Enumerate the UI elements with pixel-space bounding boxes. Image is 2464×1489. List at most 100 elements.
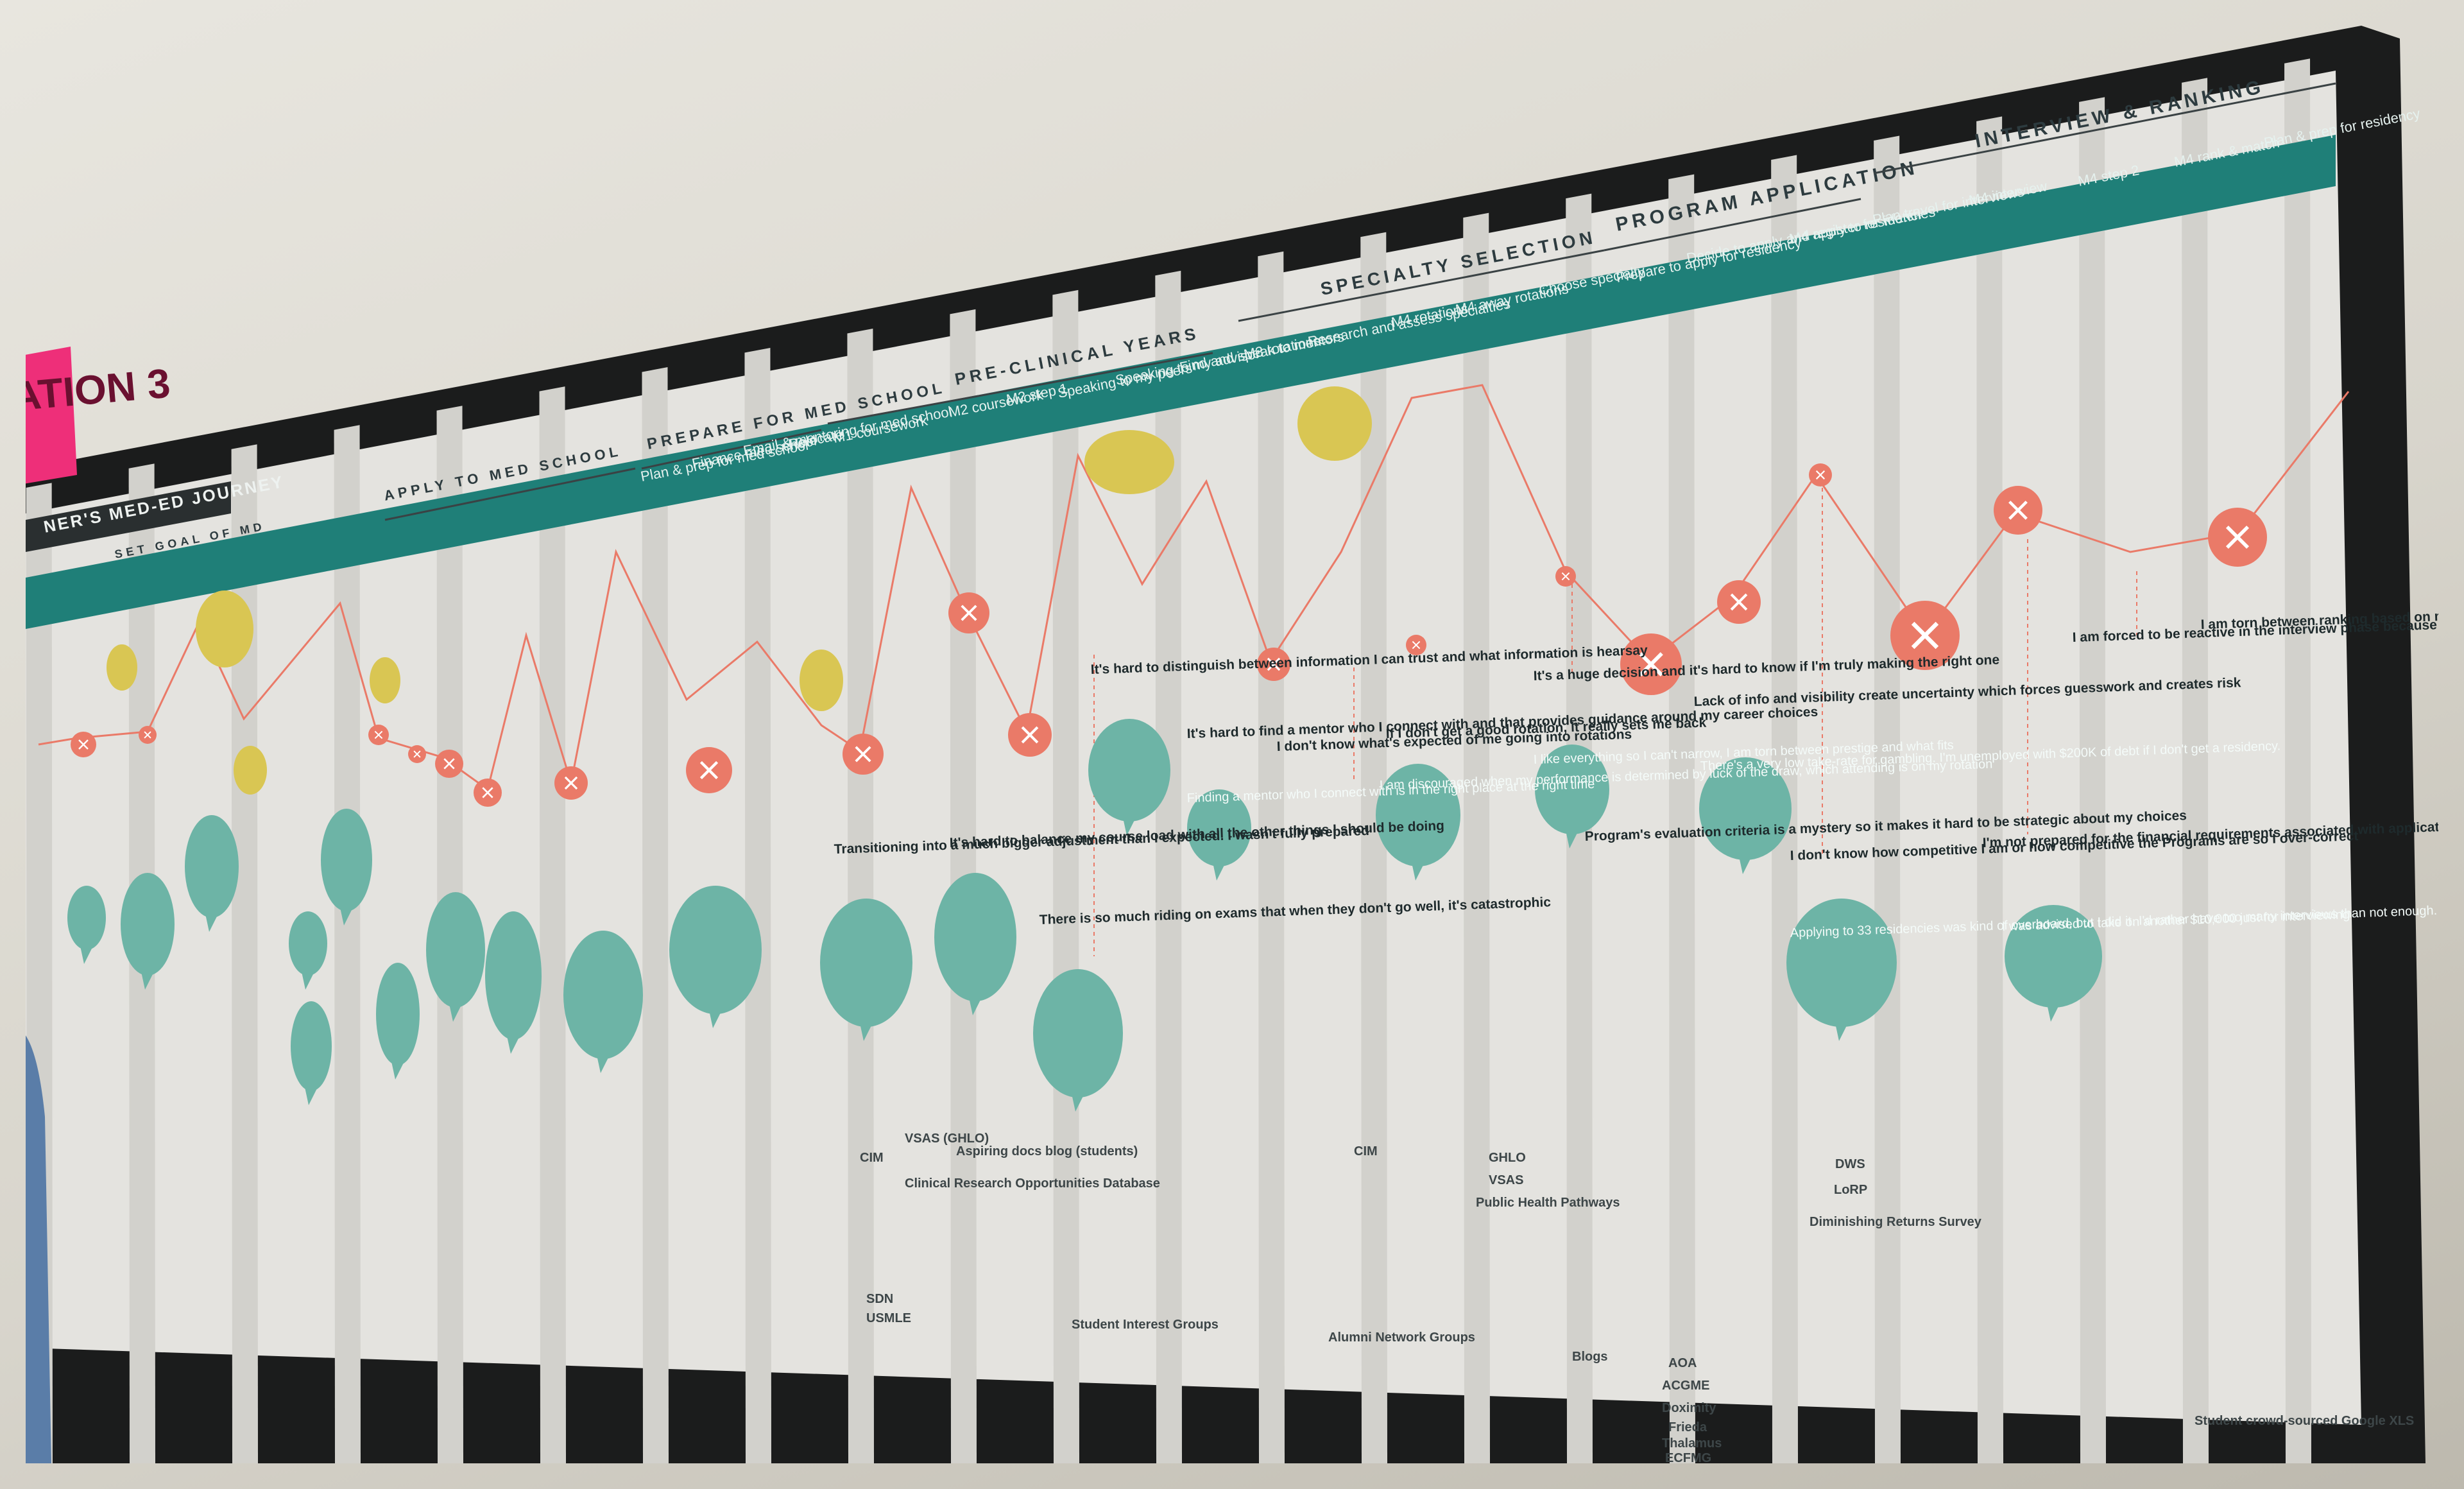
speech-bubble (1088, 719, 1170, 822)
resource-vsas: VSAS (1489, 1173, 1523, 1187)
speech-bubble-tail (205, 914, 218, 932)
speech-bubble (289, 911, 327, 976)
close-icon (374, 730, 383, 739)
resource-public-health: Public Health Pathways (1476, 1196, 1620, 1210)
close-icon (413, 750, 421, 758)
column-stripe (1874, 51, 1901, 1463)
yellow-bubble (1084, 430, 1174, 494)
speech-bubble (1376, 764, 1460, 866)
resource-thalamus: Thalamus (1662, 1436, 1722, 1450)
column-stripe (1668, 51, 1695, 1463)
speech-bubble-tail (860, 1023, 873, 1041)
column-stripe (2079, 51, 2106, 1463)
speech-bubble-tail (1412, 863, 1425, 881)
column-stripe (1771, 51, 1798, 1463)
speech-bubble-tail (80, 946, 93, 964)
speech-bubble-tail (305, 1087, 318, 1105)
column-stripe (1566, 51, 1593, 1463)
resource-aoa: AOA (1668, 1356, 1697, 1370)
journey-line (38, 384, 2350, 956)
resource-sdn: SDN (866, 1292, 893, 1306)
close-icon (1911, 621, 1939, 650)
teal-bubbles (67, 719, 2102, 1112)
yellow-bubble (234, 746, 267, 795)
speech-bubble (1786, 899, 1897, 1027)
close-icon (1639, 652, 1663, 676)
speech-bubble (669, 886, 762, 1014)
column-stripe (231, 51, 258, 1463)
speech-bubble (563, 931, 643, 1059)
close-icon (1021, 726, 1039, 744)
close-icon (564, 776, 578, 790)
speech-bubble (485, 911, 542, 1040)
close-icon (855, 746, 871, 762)
resource-doximity: Doximity (1662, 1401, 1716, 1415)
yellow-bubble (800, 650, 843, 711)
column-stripe (2284, 51, 2311, 1463)
close-icon (482, 787, 493, 798)
speech-bubble-tail (141, 972, 154, 990)
resource-acgme: ACGME (1662, 1379, 1709, 1393)
speech-bubble-tail (1123, 818, 1136, 836)
speech-bubble-tail (1739, 856, 1752, 874)
resource-ecfmg: ECFMG (1665, 1451, 1711, 1463)
column-stripe (334, 51, 361, 1463)
close-icon (1267, 657, 1281, 671)
speech-bubble (1033, 969, 1123, 1097)
close-icon (961, 605, 977, 621)
resource-aspiring-docs: Aspiring docs blog (students) (956, 1144, 1138, 1158)
yellow-bubble (1297, 386, 1372, 461)
person-arm (26, 1035, 51, 1463)
speech-bubble-tail (507, 1036, 520, 1054)
speech-bubble-tail (1566, 831, 1579, 848)
column-stripe (1976, 51, 2003, 1463)
speech-bubble-tail (597, 1055, 610, 1073)
column-stripe (539, 51, 566, 1463)
speech-bubble-tail (1072, 1094, 1084, 1112)
speech-bubble-tail (1213, 863, 1226, 881)
close-icon (443, 758, 455, 770)
resource-clinical-research: Clinical Research Opportunities Database (905, 1176, 1160, 1191)
column-stripe (744, 51, 771, 1463)
close-icon (78, 739, 89, 750)
column-stripe (2182, 51, 2209, 1463)
resource-vsas-ghlo: VSAS (GHLO) (905, 1132, 989, 1146)
resource-diminishing: Diminishing Returns Survey (1810, 1215, 1982, 1229)
speech-bubble (1187, 789, 1251, 866)
speech-bubble-tail (1835, 1023, 1848, 1041)
yellow-bubbles (107, 386, 1372, 795)
speech-bubble (291, 1001, 332, 1091)
resource-dws: DWS (1835, 1157, 1865, 1171)
resource-ghlo: GHLO (1489, 1151, 1526, 1165)
yellow-bubble (370, 657, 400, 703)
column-stripe (128, 51, 155, 1463)
column-stripe (950, 51, 977, 1463)
speech-bubble (121, 873, 175, 976)
close-icon (2008, 501, 2028, 520)
column-stripe (1052, 51, 1079, 1463)
speech-bubble-tail (449, 1004, 462, 1022)
resource-blogs: Blogs (1572, 1350, 1608, 1364)
stage-header-band (26, 135, 2336, 629)
resource-alumni: Alumni Network Groups (1328, 1330, 1475, 1345)
speech-bubble-tail (340, 908, 353, 925)
poster-scene: NER'S MED-ED JOURNEY SET GOAL OF MD APPL… (26, 26, 2438, 1463)
close-icon (1730, 593, 1748, 611)
resource-frieda: Frieda (1668, 1420, 1707, 1434)
speech-bubble (820, 899, 912, 1027)
speech-bubble (426, 892, 485, 1008)
speech-bubble (67, 886, 106, 950)
column-stripe (1360, 51, 1387, 1463)
speech-bubble (321, 809, 372, 911)
title-strip (26, 481, 231, 552)
resource-student-groups: Student Interest Groups (1072, 1318, 1219, 1332)
phase-brackets (384, 82, 2336, 521)
journey-map-poster: NER'S MED-ED JOURNEY SET GOAL OF MD APPL… (26, 26, 2438, 1463)
speech-bubble (185, 815, 239, 918)
speech-bubble-tail (2047, 1004, 2060, 1022)
resource-usmle: USMLE (866, 1311, 911, 1325)
speech-bubble-tail (391, 1062, 404, 1080)
column-stripe (436, 51, 463, 1463)
speech-bubble (934, 873, 1016, 1001)
speech-bubble-tail (709, 1010, 722, 1028)
